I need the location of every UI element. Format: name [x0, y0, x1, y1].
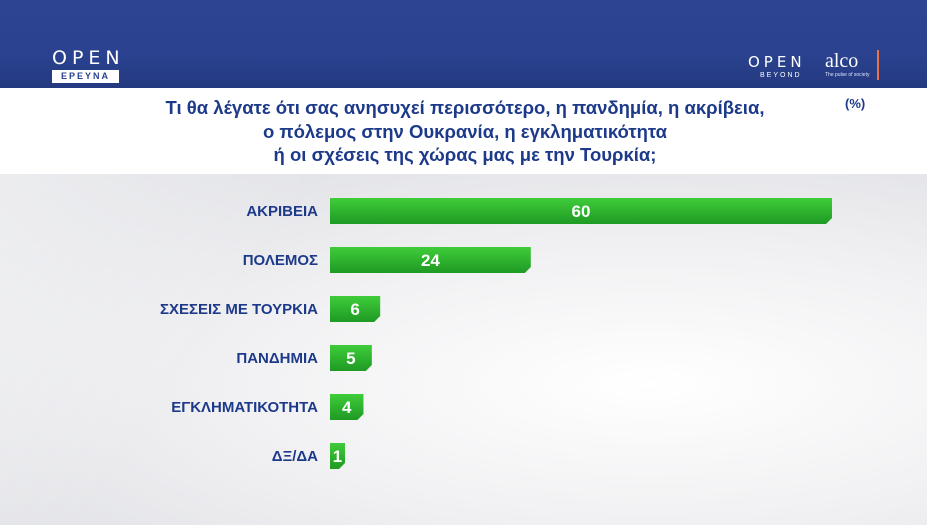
bar-chart: ΑΚΡΙΒΕΙΑ 60 ΠΟΛΕΜΟΣ 24 ΣΧΕΣΕΙΣ ΜΕ ΤΟΥΡΚΙΑ 6 ΠΑ…: [160, 198, 832, 469]
alco-tagline: The pulse of society: [825, 72, 870, 78]
alco-logo: alco: [825, 50, 859, 72]
bar: [330, 296, 381, 322]
bar: [330, 198, 832, 224]
category-label: ΕΓΚΛΗΜΑΤΙΚΟΤΗΤΑ: [171, 399, 318, 416]
unit-label: (%): [845, 96, 866, 111]
category-label: ΔΞ/ΔΑ: [272, 448, 318, 465]
bar: [330, 345, 372, 371]
plot-area: ΑΚΡΙΒΕΙΑ 60 ΠΟΛΕΜΟΣ 24 ΣΧΕΣΕΙΣ ΜΕ ΤΟΥΡΚΙΑ 6 ΠΑ…: [0, 174, 927, 525]
bar: [330, 394, 364, 420]
value-label: 5: [346, 349, 355, 368]
value-label: 4: [342, 398, 352, 417]
bar: [330, 247, 531, 273]
open-logo: OPEN: [52, 47, 125, 69]
category-label: ΣΧΕΣΕΙΣ ΜΕ ΤΟΥΡΚΙΑ: [160, 301, 318, 318]
category-label: ΠΑΝΔΗΜΙΑ: [236, 350, 318, 367]
category-label: ΑΚΡΙΒΕΙΑ: [246, 203, 318, 220]
chart-title: Τι θα λέγατε ότι σας ανησυχεί περισσότερ…: [165, 97, 765, 165]
value-label: 6: [350, 300, 359, 319]
open-beyond-subtitle: BEYOND: [760, 72, 802, 79]
value-label: 1: [333, 447, 342, 466]
open-logo-subtitle: ΕΡΕΥΝΑ: [52, 70, 119, 83]
open-beyond-logo: OPEN: [748, 53, 806, 71]
value-label: 60: [572, 202, 591, 221]
title-area: Τι θα λέγατε ότι σας ανησυχεί περισσότερ…: [0, 88, 927, 174]
bar: [330, 443, 345, 469]
category-label: ΠΟΛΕΜΟΣ: [243, 252, 318, 269]
header-bar: OPEN ΕΡΕΥΝΑ OPEN BEYOND alco The pulse o…: [0, 0, 927, 88]
value-label: 24: [421, 251, 440, 270]
logo-divider: [877, 50, 879, 80]
